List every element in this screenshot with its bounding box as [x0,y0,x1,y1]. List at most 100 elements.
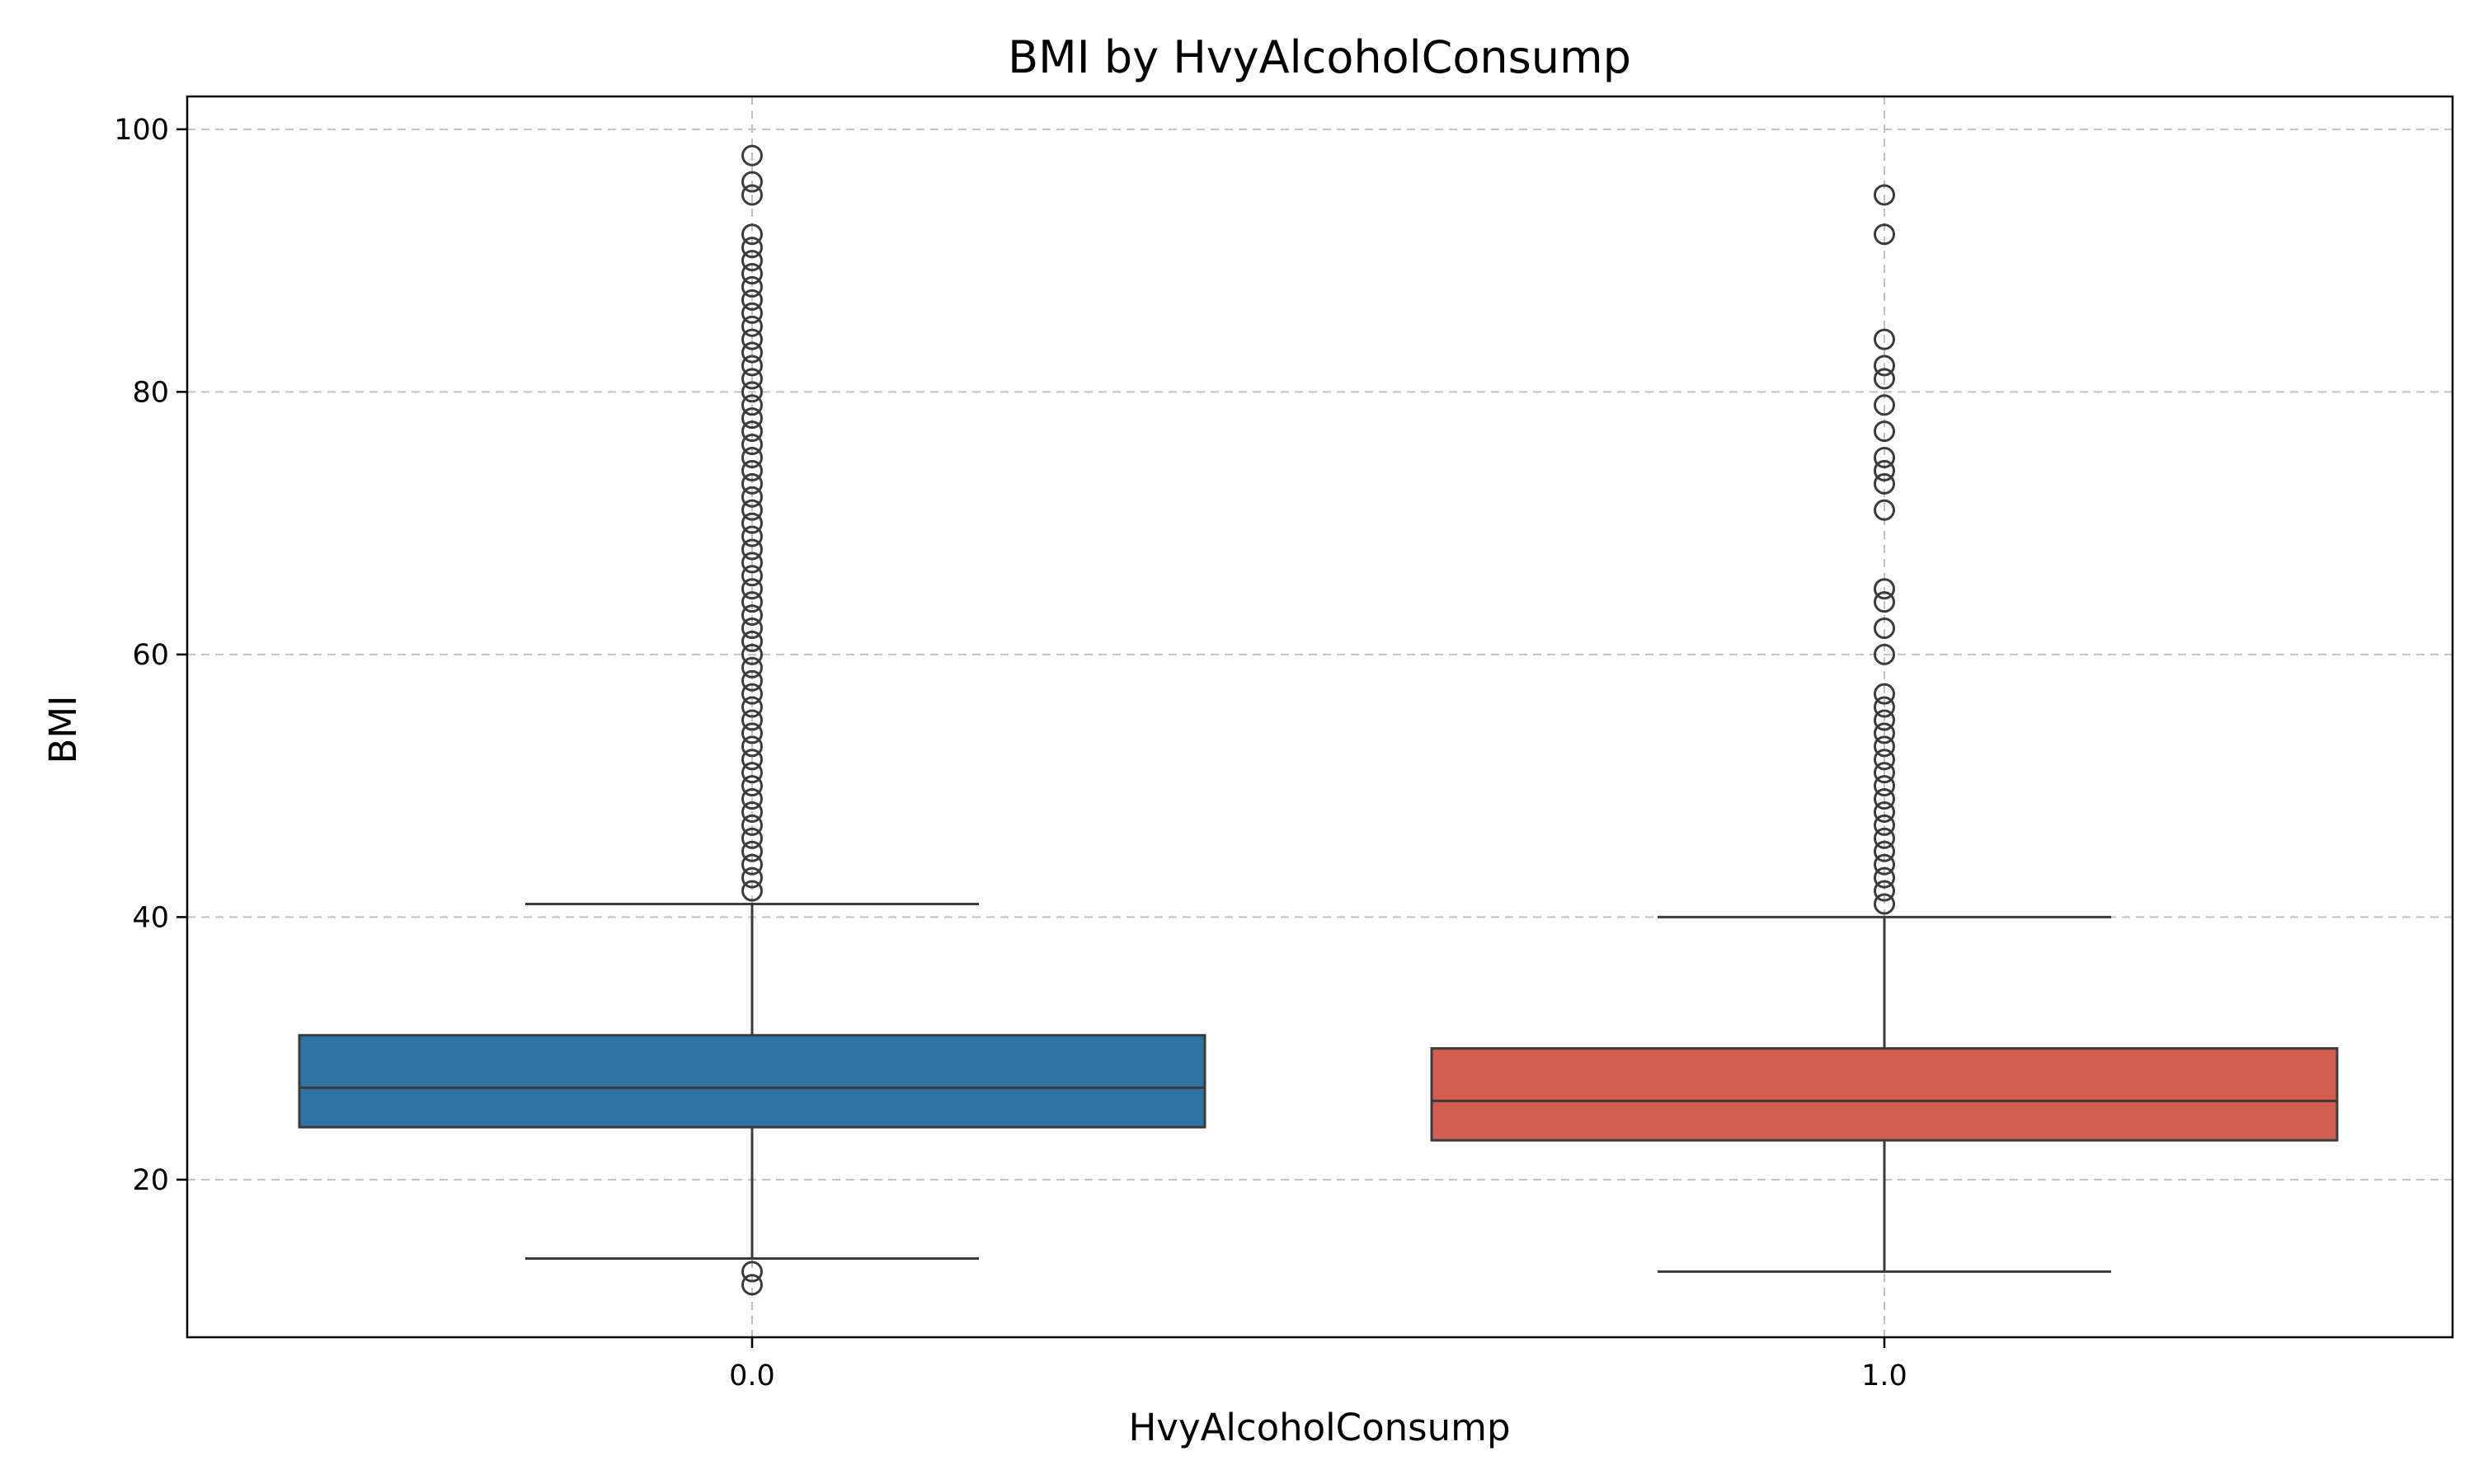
outlier-point [1874,355,1895,377]
outlier-point [741,840,763,862]
outlier-point [741,788,763,810]
outlier-point [741,880,763,902]
outlier-point [741,184,763,206]
outlier-point [741,630,763,652]
outlier-point [741,420,763,443]
outlier-point [741,472,763,495]
iqr-box [298,1034,1206,1129]
outlier-point [741,302,763,324]
outlier-point [1874,223,1895,246]
outlier-point [1874,591,1895,613]
outlier-point [1874,775,1895,797]
outlier-point [741,275,763,298]
outlier-point [741,683,763,705]
outlier-point [1874,880,1895,902]
outlier-point [741,223,763,246]
outlier-point [1874,394,1895,416]
outlier-point [741,565,763,587]
outlier-point [741,144,763,167]
outlier-point [1874,184,1895,206]
outlier-point [1874,643,1895,665]
outlier-point [1874,459,1895,481]
outlier-point [1874,328,1895,350]
outlier-point [1874,499,1895,521]
outlier-point [741,499,763,521]
outlier-point [741,669,763,692]
outlier-point [741,434,763,456]
outlier-point [741,381,763,403]
outlier-point [741,394,763,416]
outlier-point [741,315,763,337]
outlier-point [741,827,763,849]
outlier-point [741,656,763,679]
outlier-point [1874,696,1895,718]
outlier-point [741,722,763,744]
outlier-point [741,552,763,574]
y-tick-label: 100 [114,114,169,147]
outlier-point [741,709,763,731]
outlier-point [741,1261,763,1283]
outlier-point [1874,749,1895,771]
y-tick-label: 40 [132,901,169,934]
chart-title: BMI by HvyAlcoholConsump [1008,31,1631,83]
outlier-point [1874,762,1895,784]
outlier-point [741,538,763,561]
outlier-point [741,446,763,468]
outlier-point [741,735,763,758]
outlier-point [1874,368,1895,390]
outlier-point [1874,578,1895,600]
outlier-point [741,368,763,390]
outlier-point [1874,893,1895,915]
outlier-point [1874,866,1895,889]
outlier-point [1874,840,1895,862]
outlier-point [741,801,763,823]
outlier-point [1874,420,1895,443]
outlier-point [741,355,763,377]
box-group-0.0 [298,144,1206,1296]
box-series [298,144,2339,1296]
outlier-point [1874,827,1895,849]
grid-lines [187,96,2453,1337]
outlier-point [1874,683,1895,705]
x-axis-label: HvyAlcoholConsump [1128,1406,1510,1449]
outlier-point [741,643,763,665]
outlier-point [1874,814,1895,836]
outlier-point [741,341,763,364]
outlier-point [741,250,763,272]
outlier-point [741,618,763,639]
y-axis-label: BMI [41,696,85,764]
outlier-point [741,171,763,193]
outlier-point [741,289,763,311]
outlier-point [1874,788,1895,810]
outlier-point [741,512,763,534]
outlier-point [741,814,763,836]
y-axis: 20 40 60 80 100 [114,114,187,1197]
outlier-point [741,486,763,508]
outlier-point [1874,446,1895,468]
outlier-point [741,263,763,284]
outlier-point [741,749,763,771]
outlier-point [741,459,763,481]
outlier-point [1874,709,1895,731]
outlier-point [741,1274,763,1296]
y-tick-label: 60 [132,639,169,672]
box-group-1.0 [1430,184,2339,1273]
outlier-point [741,525,763,547]
outlier-point [741,866,763,889]
outlier-point [741,237,763,259]
x-tick-label: 1.0 [1861,1360,1907,1392]
y-tick-label: 20 [132,1164,169,1197]
outlier-point [741,775,763,797]
plot-frame [186,95,2454,1339]
outlier-point [1874,472,1895,495]
outlier-point [741,762,763,784]
y-tick-label: 80 [132,376,169,409]
outlier-point [741,853,763,876]
outlier-point [1874,618,1895,639]
x-axis: 0.0 1.0 [729,1337,1907,1392]
outlier-point [741,407,763,430]
iqr-box [1430,1047,2339,1142]
outlier-point [1874,735,1895,758]
